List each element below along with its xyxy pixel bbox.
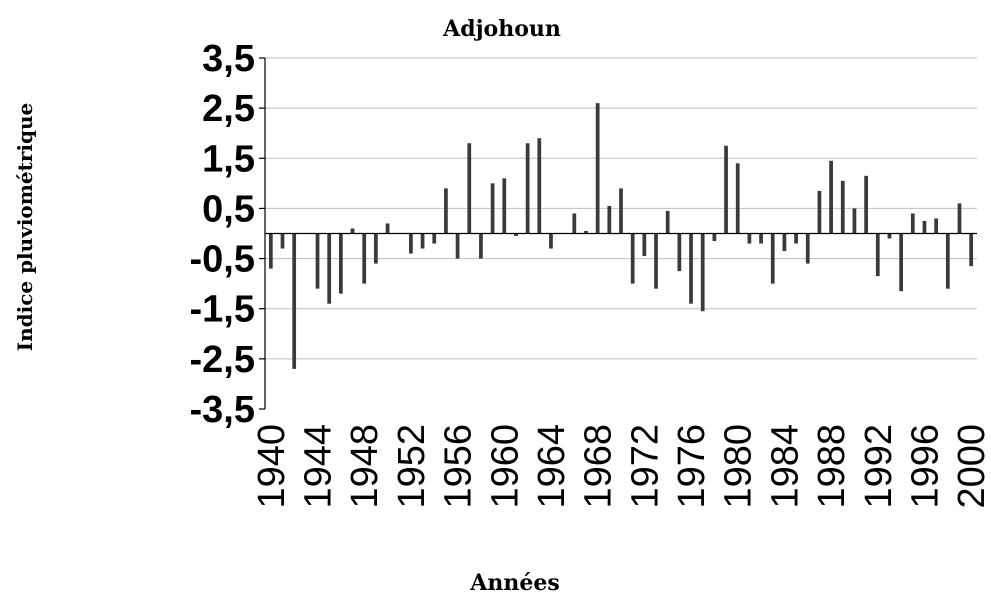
x-tick-label: 1996 [904, 424, 946, 509]
bar-1966 [572, 213, 577, 234]
bar-1993 [887, 233, 892, 239]
y-tick-label: -3,5 [190, 389, 255, 431]
bar-1945 [327, 233, 332, 304]
bar-1959 [490, 183, 495, 234]
bar-1990 [852, 208, 857, 234]
y-tick-label: 0,5 [202, 188, 255, 230]
gridlines [265, 57, 977, 360]
bar-1997 [934, 218, 939, 234]
bar-1974 [665, 210, 670, 234]
bar-1983 [770, 233, 775, 284]
x-tick-label: 1984 [764, 424, 806, 509]
y-tick-label: 1,5 [202, 138, 255, 180]
bar-1958 [479, 233, 483, 259]
bar-1960 [502, 178, 507, 234]
x-tick-label: 1968 [578, 424, 620, 509]
x-tick-label: 1956 [438, 424, 480, 509]
bar-1971 [630, 233, 635, 284]
bar-1947 [350, 228, 355, 234]
bar-1980 [735, 163, 740, 234]
bar-1950 [385, 223, 390, 234]
bar-1972 [642, 233, 647, 257]
bar-1952 [409, 233, 413, 254]
y-tick-label: 3,5 [202, 38, 255, 80]
bar-1967 [584, 230, 588, 234]
x-tick-label: 1944 [298, 424, 340, 509]
bar-1944 [315, 233, 320, 289]
bar-1973 [654, 233, 658, 289]
bar-1982 [759, 233, 763, 244]
bar-1946 [339, 233, 343, 294]
bar-1979 [724, 145, 728, 234]
x-tick-label: 1988 [811, 424, 853, 509]
bar-1962 [525, 143, 530, 234]
bar-1955 [444, 188, 448, 234]
x-tick-label: 1976 [671, 424, 713, 509]
y-tick-labels: 3,5 2,5 1,5 0,5 -0,5 -1,5 -2,5 -3,5 [190, 38, 255, 431]
bar-1969 [607, 205, 612, 234]
axes [259, 57, 977, 410]
bar-1968 [595, 103, 600, 234]
bar-1940 [268, 233, 273, 269]
x-tick-label: 1964 [531, 424, 573, 509]
bar-1986 [805, 233, 810, 264]
bar-1989 [840, 180, 845, 234]
bar-1981 [747, 233, 752, 244]
x-tick-label: 1980 [718, 424, 760, 509]
bar-1976 [689, 233, 693, 304]
bar-1961 [514, 233, 518, 237]
bar-1963 [537, 138, 542, 234]
y-tick-label: -0,5 [190, 239, 255, 281]
bar-1970 [619, 188, 623, 234]
x-tick-label: 1948 [344, 424, 386, 509]
y-axis-label: Indice pluviométrique [13, 103, 37, 352]
bar-1994 [899, 233, 903, 292]
bar-1992 [875, 233, 880, 277]
x-axis-label: Années [469, 570, 559, 595]
bar-1995 [910, 213, 915, 234]
bar-1954 [432, 233, 437, 244]
x-tick-label: 1972 [624, 424, 666, 509]
bar-1956 [455, 233, 460, 259]
y-tick-label: -1,5 [190, 289, 255, 331]
bar-1999 [957, 203, 962, 234]
bar-1942 [292, 233, 297, 369]
bar-1957 [467, 143, 472, 234]
y-tick-label: 2,5 [202, 88, 255, 130]
x-tick-label: 1952 [391, 424, 433, 509]
x-tick-labels: 1940 1944 1948 1952 1956 1960 1964 1968 1972 1976… [251, 424, 991, 509]
x-tick-label: 1960 [484, 424, 526, 509]
chart-title: Adjohoun [442, 16, 561, 42]
bar-1996 [922, 220, 927, 234]
bar-2000 [969, 233, 974, 267]
bar-1991 [864, 175, 868, 234]
bar-1988 [829, 160, 833, 234]
bar-1977 [700, 233, 705, 312]
bar-1949 [374, 233, 378, 264]
bar-1987 [817, 190, 822, 234]
bar-1998 [945, 233, 950, 289]
bar-1948 [362, 233, 367, 284]
x-tick-label: 1940 [251, 424, 293, 509]
bars [268, 103, 974, 369]
bar-1941 [280, 233, 285, 249]
x-tick-label: 1992 [858, 424, 900, 509]
bar-1978 [712, 233, 717, 242]
bar-1975 [677, 233, 682, 272]
bar-1964 [549, 233, 553, 249]
x-tick-label: 2000 [951, 424, 991, 509]
bar-1985 [794, 233, 798, 244]
y-tick-label: -2,5 [190, 339, 255, 381]
bar-1984 [782, 233, 787, 252]
bar-1953 [420, 233, 425, 249]
